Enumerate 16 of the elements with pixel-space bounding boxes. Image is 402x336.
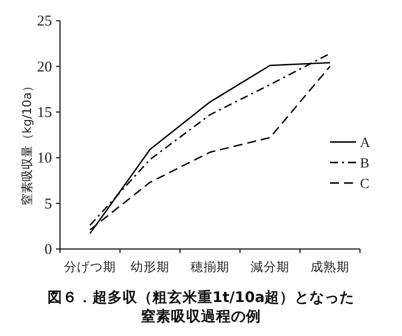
y-tick-label: 5 — [44, 196, 52, 212]
legend-label: B — [360, 156, 370, 172]
x-tick-label: 分げつ期 — [64, 259, 116, 274]
y-tick-label: 15 — [37, 105, 52, 122]
x-tick-label: 成熟期 — [310, 259, 350, 274]
x-tick-label: 減分期 — [250, 259, 290, 274]
y-tick-label: 10 — [37, 150, 52, 167]
legend-label: C — [360, 177, 370, 192]
y-axis-title: 窒素吸収量（kg/10a） — [20, 80, 34, 206]
x-tick-label: 幼形期 — [130, 259, 170, 274]
y-tick-label: 20 — [37, 59, 52, 76]
y-tick-label: 25 — [37, 14, 52, 30]
legend-label: A — [360, 136, 371, 151]
x-tick-label: 穂揃期 — [190, 259, 230, 274]
text: 図６．超多収（粗玄米重1t/10a超）となった窒素吸収過程の例 — [47, 288, 355, 325]
y-tick-label: 0 — [44, 242, 52, 258]
